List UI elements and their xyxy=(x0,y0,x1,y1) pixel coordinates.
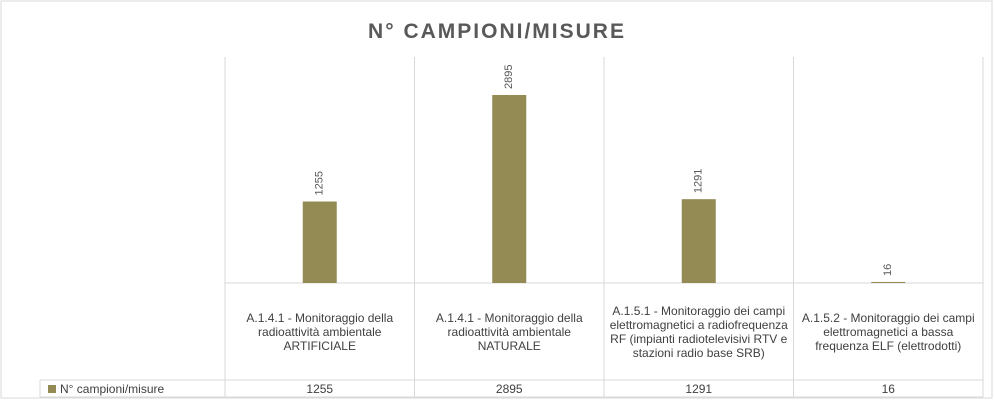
category-label: A.1.4.1 - Monitoraggio della radioattivi… xyxy=(246,311,394,353)
table-value: 1255 xyxy=(306,381,334,396)
bar xyxy=(302,201,337,283)
category-label: A.1.4.1 - Monitoraggio della radioattivi… xyxy=(435,311,583,353)
legend-key xyxy=(48,384,56,393)
bar xyxy=(681,199,716,283)
category-label: A.1.5.1 - Monitoraggio dei campi elettro… xyxy=(609,304,788,360)
chart-title: N° CAMPIONI/MISURE xyxy=(368,20,626,43)
category-label: A.1.5.2 - Monitoraggio dei campi elettro… xyxy=(801,311,975,353)
table-value: 16 xyxy=(881,381,895,396)
table-value: 2895 xyxy=(495,381,523,396)
table-value: 1291 xyxy=(685,381,713,396)
legend-entry: N° campioni/misure xyxy=(40,380,225,397)
data-label: 1291 xyxy=(693,169,705,193)
data-label: 2895 xyxy=(503,65,515,89)
data-label: 16 xyxy=(882,264,894,276)
data-label: 1255 xyxy=(314,171,326,195)
bar xyxy=(871,281,906,283)
bar xyxy=(492,94,527,283)
legend-label: N° campioni/misure xyxy=(60,381,165,396)
